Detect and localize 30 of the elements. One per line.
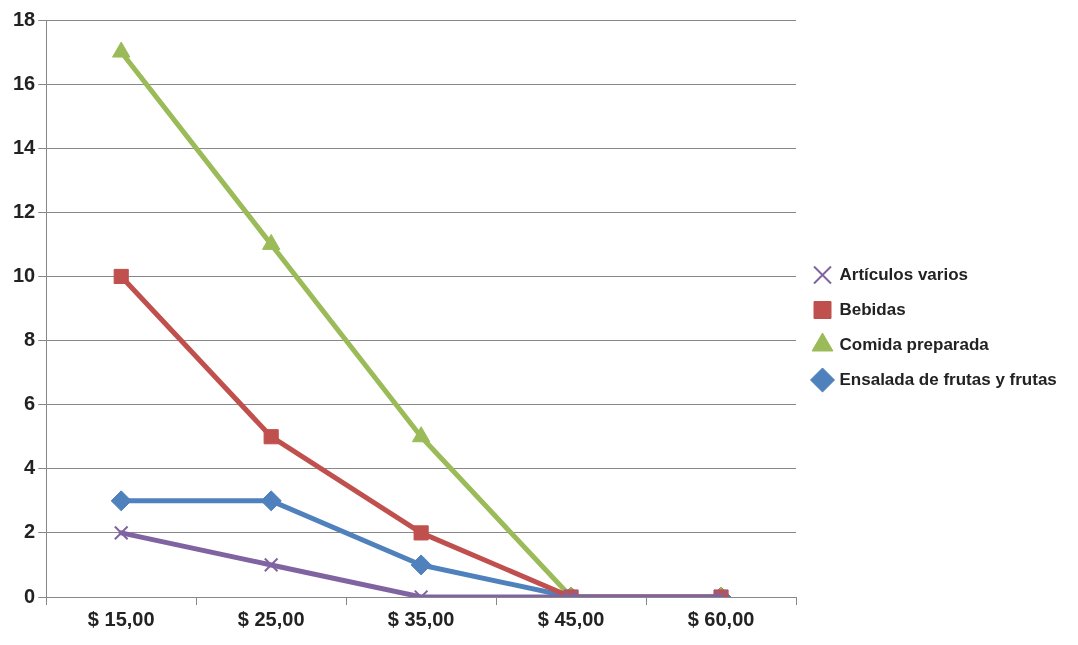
point [110,490,132,512]
y-tick-label: 10 [13,263,36,286]
legend-label: Comida preparada [839,334,990,354]
point [411,426,431,443]
point [262,233,281,250]
x-tick-label: $ 45,00 [537,607,605,630]
y-tick-label: 0 [24,584,36,607]
legend-label: Bebidas [839,299,906,319]
y-tick-label: 14 [13,135,37,158]
point [263,557,279,573]
y-tick-label: 4 [24,456,37,479]
y-tick-label: 18 [13,7,36,30]
point [263,429,279,445]
point [112,41,131,58]
y-tick-label: 12 [13,199,36,222]
point [410,554,432,576]
x-tick-label: $ 35,00 [387,607,455,630]
x-tick-label: $ 25,00 [237,607,305,630]
point [113,268,129,285]
x-tick-label: $ 15,00 [87,607,155,630]
y-tick-label: 16 [13,71,36,94]
legend-label: Artículos varios [839,264,968,284]
y-tick-label: 6 [24,392,36,415]
y-tick-label: 8 [24,328,36,351]
x-tick-label: $ 60,00 [687,607,755,630]
point [260,490,282,512]
y-tick-label: 2 [24,520,36,543]
point [413,525,429,541]
point [113,525,129,541]
legend-label: Ensalada de frutas y frutas [839,369,1057,389]
